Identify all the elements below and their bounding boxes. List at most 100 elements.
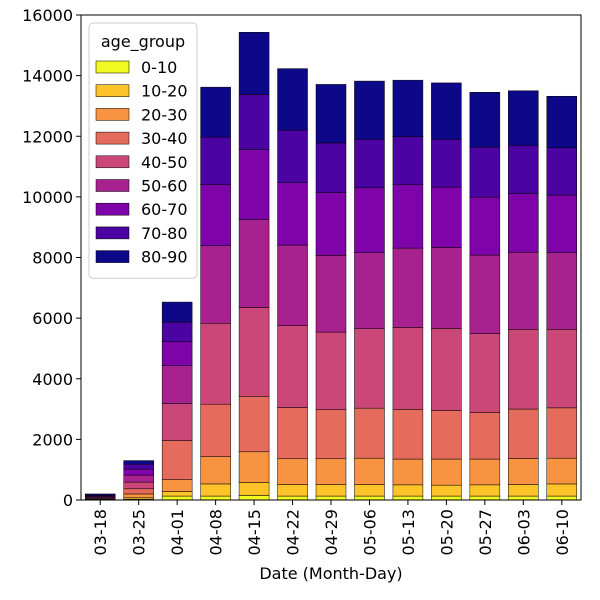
- x-tick-label: 04-01: [168, 509, 187, 556]
- bar-segment-50-60-05-13: [392, 247, 424, 328]
- bar-segment-80-90-05-13: [392, 79, 424, 137]
- bar-segment-80-90-05-06: [354, 80, 385, 140]
- x-tick-label: 03-18: [91, 509, 110, 556]
- bar-segment-70-80-04-29: [315, 142, 347, 193]
- bar-segment-0-10-04-01: [161, 495, 193, 501]
- bar-segment-50-60-04-29: [315, 255, 347, 333]
- bar-segment-30-40-06-10: [546, 407, 578, 459]
- x-tick-label: 04-22: [284, 509, 303, 556]
- bar-segment-80-90-05-27: [469, 92, 501, 148]
- bar-segment-40-50-04-15: [238, 307, 270, 397]
- bar-segment-20-30-05-20: [431, 458, 462, 486]
- bar-segment-60-70-04-29: [315, 192, 347, 256]
- legend-title: age_group: [101, 32, 185, 52]
- bar-segment-60-70-05-13: [392, 184, 424, 249]
- legend-label-70-80: 70-80: [141, 224, 188, 243]
- bar-segment-80-90-06-03: [508, 90, 539, 146]
- bar-segment-10-20-04-15: [238, 482, 270, 496]
- x-tick-label: 04-29: [322, 509, 341, 556]
- bar-segment-10-20-04-29: [315, 484, 347, 497]
- bar-segment-80-90-05-20: [431, 82, 462, 140]
- legend-label-60-70: 60-70: [141, 200, 188, 219]
- bar-segment-30-40-04-29: [315, 409, 347, 460]
- bar-segment-80-90-06-10: [546, 95, 578, 149]
- y-tick-label: 12000: [22, 127, 73, 146]
- x-tick-label: 05-13: [399, 509, 418, 556]
- bar-segment-20-30-06-03: [508, 458, 539, 485]
- bar-segment-0-10-06-10: [546, 495, 578, 501]
- bar-segment-40-50-04-08: [200, 323, 231, 405]
- bar-segment-40-50-04-22: [277, 325, 308, 408]
- legend-label-20-30: 20-30: [141, 105, 188, 124]
- bar-segment-10-20-05-27: [469, 484, 501, 497]
- bar-segment-30-40-05-06: [354, 407, 385, 459]
- bar-segment-50-60-05-20: [431, 247, 462, 329]
- bar-segment-20-30-04-15: [238, 451, 270, 483]
- bar-segment-60-70-03-25: [123, 468, 154, 476]
- x-tick-label: 05-06: [360, 509, 379, 556]
- legend-label-10-20: 10-20: [141, 82, 188, 101]
- y-tick-label: 14000: [22, 67, 73, 86]
- x-axis-label: Date (Month-Day): [259, 564, 402, 583]
- bar-segment-60-70-05-27: [469, 196, 501, 256]
- bar-segment-60-70-05-20: [431, 186, 462, 248]
- bar-segment-20-30-04-22: [277, 458, 308, 485]
- bar-segment-40-50-05-27: [469, 333, 501, 413]
- x-tick-label: 06-03: [514, 509, 533, 556]
- bar-segment-20-30-04-01: [161, 479, 193, 492]
- bar-segment-70-80-04-15: [238, 94, 270, 150]
- bar-segment-50-60-04-08: [200, 245, 231, 324]
- bar-segment-70-80-06-10: [546, 147, 578, 196]
- bar-segment-0-10-05-20: [431, 495, 462, 501]
- bar-segment-30-40-05-13: [392, 409, 424, 460]
- bar-segment-0-10-04-08: [200, 495, 231, 501]
- bar-segment-30-40-06-03: [508, 408, 539, 459]
- bar-segment-80-90-04-29: [315, 84, 347, 144]
- y-tick-label: 10000: [22, 188, 73, 207]
- legend-swatch-80-90: [95, 250, 130, 263]
- bar-segment-40-50-03-25: [123, 481, 154, 490]
- y-tick-label: 2000: [32, 430, 73, 449]
- bar-segment-80-90-03-25: [123, 460, 154, 465]
- bar-segment-30-40-05-27: [469, 412, 501, 460]
- bar-segment-50-60-05-06: [354, 252, 385, 329]
- x-tick-label: 06-10: [553, 509, 572, 556]
- bar-segment-60-70-06-03: [508, 193, 539, 253]
- bar-segment-40-50-04-29: [315, 331, 347, 410]
- bar-segment-30-40-04-01: [161, 440, 193, 480]
- bar-segment-10-20-04-08: [200, 483, 231, 497]
- bar-segment-0-10-05-06: [354, 495, 385, 501]
- bar-segment-60-70-04-15: [238, 149, 270, 220]
- bar-segment-70-80-04-22: [277, 129, 308, 183]
- bar-segment-70-80-06-03: [508, 145, 539, 194]
- bar-segment-30-40-03-25: [123, 488, 154, 495]
- bar-segment-50-60-04-15: [238, 219, 270, 308]
- bar-segment-20-30-06-10: [546, 457, 578, 485]
- y-tick-label: 8000: [32, 249, 73, 268]
- bar-segment-40-50-05-06: [354, 328, 385, 409]
- y-tick-label: 6000: [32, 309, 73, 328]
- x-tick-label: 05-20: [437, 509, 456, 556]
- bar-segment-40-50-06-10: [546, 329, 578, 409]
- bar-segment-30-40-04-15: [238, 396, 270, 453]
- bar-segment-70-80-05-20: [431, 139, 462, 188]
- bar-segment-70-80-04-08: [200, 136, 231, 185]
- legend-swatch-60-70: [95, 202, 130, 216]
- bar-segment-30-40-04-22: [277, 407, 308, 460]
- bar-segment-10-20-05-06: [354, 484, 385, 497]
- bar-segment-50-60-03-25: [123, 474, 154, 483]
- bar-segment-40-50-06-03: [508, 329, 539, 410]
- bar-segment-50-60-06-03: [508, 252, 539, 330]
- bar-segment-0-10-04-29: [315, 495, 347, 501]
- bar-segment-20-30-04-29: [315, 458, 347, 485]
- bar-segment-10-20-06-10: [546, 483, 578, 497]
- bar-segment-80-90-04-22: [277, 68, 308, 131]
- legend-swatch-30-40: [95, 131, 130, 145]
- legend-label-50-60: 50-60: [141, 177, 188, 196]
- bar-segment-60-70-04-08: [200, 184, 231, 246]
- bar-segment-20-30-04-08: [200, 456, 231, 485]
- legend-swatch-10-20: [95, 84, 130, 97]
- bar-segment-30-40-04-08: [200, 403, 231, 457]
- legend-label-30-40: 30-40: [141, 129, 188, 148]
- bar-segment-60-70-05-06: [354, 187, 385, 253]
